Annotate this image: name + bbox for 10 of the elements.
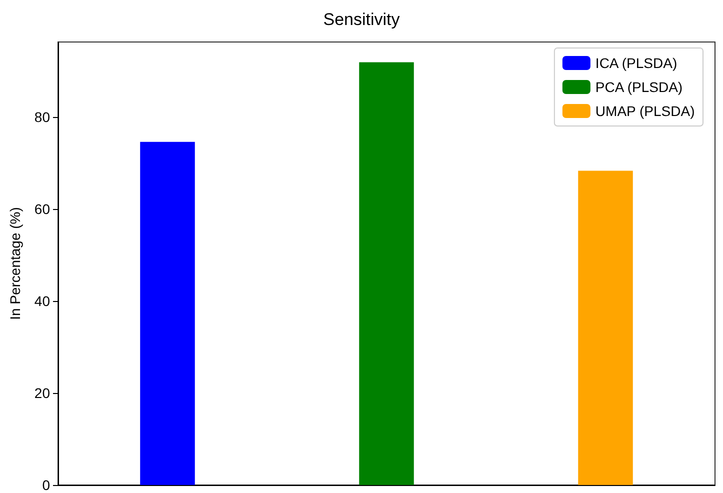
legend-label: PCA (PLSDA) bbox=[595, 79, 683, 95]
y-tick-label: 40 bbox=[34, 292, 50, 309]
y-tick-label: 0 bbox=[42, 477, 50, 493]
y-tick-label: 60 bbox=[34, 200, 50, 217]
y-tick-label: 80 bbox=[34, 108, 50, 125]
legend-label: ICA (PLSDA) bbox=[595, 55, 678, 71]
legend-label: UMAP (PLSDA) bbox=[595, 103, 695, 119]
y-axis-title: In Percentage (%) bbox=[7, 207, 23, 320]
chart-title: Sensitivity bbox=[323, 10, 400, 29]
y-tick-label: 20 bbox=[34, 384, 50, 401]
